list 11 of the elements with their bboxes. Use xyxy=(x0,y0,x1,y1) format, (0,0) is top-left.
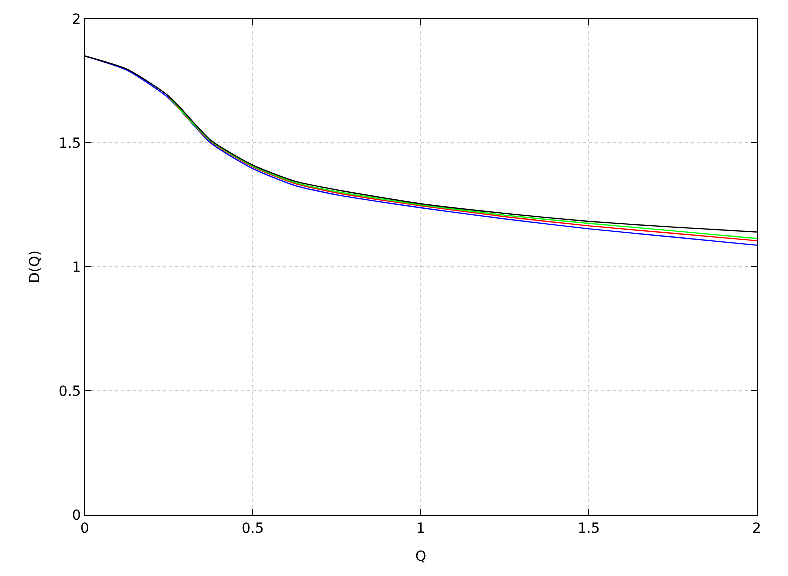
y-axis-title: D(Q) xyxy=(28,250,44,284)
y-tick-label: 1 xyxy=(72,260,82,276)
x-tick-label: 1.5 xyxy=(578,520,600,537)
y-tick-label: 0 xyxy=(72,508,82,524)
y-tick-label: 2 xyxy=(72,12,82,28)
x-tick-label: 0.5 xyxy=(242,520,264,537)
x-axis-title: Q xyxy=(415,549,427,566)
y-tick-label: 1.5 xyxy=(58,136,82,152)
x-tick-label: 2 xyxy=(752,520,762,537)
x-tick-label: 1 xyxy=(416,520,426,537)
y-tick-label: 0.5 xyxy=(58,384,82,400)
